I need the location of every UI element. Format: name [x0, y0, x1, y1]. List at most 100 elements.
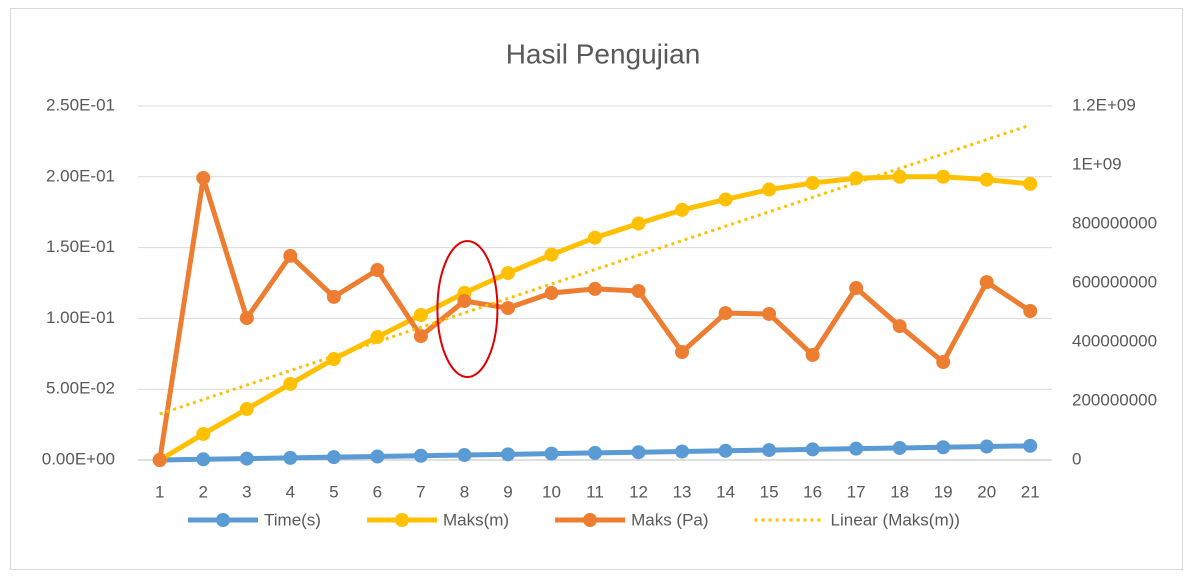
- legend-marker: [216, 513, 230, 527]
- marker: [849, 281, 864, 296]
- x-tick-label: 21: [1021, 482, 1040, 501]
- x-tick-label: 5: [329, 482, 338, 501]
- marker: [675, 202, 690, 217]
- highlight-ellipse: [436, 240, 499, 378]
- marker: [370, 263, 385, 278]
- marker: [979, 172, 994, 187]
- marker: [588, 281, 602, 296]
- marker: [805, 176, 820, 191]
- marker: [413, 329, 428, 344]
- marker: [892, 319, 907, 334]
- marker: [283, 248, 298, 263]
- x-tick-label: 6: [373, 482, 382, 501]
- marker: [326, 352, 341, 367]
- legend-marker: [394, 513, 409, 527]
- y-tick-label: 2.50E-01: [46, 95, 115, 114]
- marker: [544, 446, 559, 461]
- marker: [588, 230, 602, 245]
- marker: [152, 453, 167, 467]
- x-tick-label: 2: [199, 482, 208, 501]
- marker: [631, 283, 646, 298]
- marker: [1023, 304, 1038, 319]
- legend-marker: [583, 513, 598, 527]
- x-tick-label: 16: [803, 482, 822, 501]
- marker: [457, 448, 472, 463]
- y2-tick-label: 1E+09: [1072, 154, 1122, 173]
- marker: [762, 306, 777, 321]
- x-tick-label: 17: [847, 482, 866, 501]
- marker: [892, 440, 907, 455]
- marker: [196, 426, 211, 441]
- marker: [500, 301, 515, 316]
- x-tick-label: 18: [890, 482, 909, 501]
- marker: [631, 216, 646, 231]
- y2-tick-label: 1.2E+09: [1072, 95, 1136, 114]
- marker: [936, 355, 951, 370]
- x-tick-label: 13: [673, 482, 692, 501]
- marker: [500, 447, 515, 462]
- legend-label: Maks(m): [443, 510, 509, 529]
- x-tick-label: 11: [586, 482, 604, 501]
- marker: [1023, 176, 1038, 191]
- marker: [196, 170, 211, 185]
- marker: [631, 445, 646, 460]
- marker: [500, 266, 515, 281]
- marker: [936, 169, 951, 184]
- marker: [239, 402, 254, 417]
- marker: [718, 443, 733, 458]
- marker: [675, 444, 690, 459]
- legend-label: Maks (Pa): [631, 510, 708, 529]
- marker: [1023, 438, 1038, 453]
- marker: [457, 293, 472, 308]
- y-tick-label: 0.00E+00: [42, 449, 115, 468]
- marker: [326, 450, 341, 465]
- marker: [892, 169, 907, 184]
- legend-label: Time(s): [264, 510, 321, 529]
- marker: [326, 289, 341, 304]
- marker: [979, 275, 994, 290]
- marker: [413, 448, 428, 463]
- y-tick-label: 1.50E-01: [46, 237, 115, 256]
- marker: [979, 439, 994, 454]
- marker: [805, 442, 820, 457]
- marker: [370, 449, 385, 464]
- marker: [544, 247, 559, 262]
- marker: [805, 347, 820, 362]
- x-tick-label: 1: [155, 482, 164, 501]
- marker: [413, 308, 428, 323]
- y2-tick-label: 600000000: [1072, 272, 1157, 291]
- x-tick-label: 3: [242, 482, 251, 501]
- y-tick-label: 1.00E-01: [46, 308, 115, 327]
- marker: [283, 450, 298, 465]
- chart-title: Hasil Pengujian: [506, 38, 701, 69]
- marker: [675, 345, 690, 360]
- y2-tick-label: 0: [1072, 449, 1081, 468]
- x-tick-label: 4: [286, 482, 295, 501]
- x-tick-label: 19: [934, 482, 953, 501]
- legend-label: Linear (Maks(m)): [831, 510, 960, 529]
- y2-tick-label: 200000000: [1072, 390, 1157, 409]
- x-tick-label: 8: [460, 482, 469, 501]
- marker: [239, 451, 254, 466]
- y-tick-label: 2.00E-01: [46, 166, 115, 185]
- marker: [588, 445, 602, 460]
- x-tick-label: 7: [416, 482, 425, 501]
- x-tick-label: 14: [716, 482, 735, 501]
- marker: [718, 306, 733, 321]
- marker: [936, 440, 951, 455]
- marker: [196, 452, 211, 467]
- marker: [239, 311, 254, 326]
- marker: [718, 192, 733, 207]
- y2-tick-label: 400000000: [1072, 331, 1157, 350]
- y2-tick-label: 800000000: [1072, 213, 1157, 232]
- marker: [762, 182, 777, 197]
- marker: [283, 376, 298, 391]
- trendline: [159, 123, 1031, 416]
- x-tick-label: 10: [542, 482, 561, 501]
- x-tick-label: 9: [503, 482, 512, 501]
- x-tick-label: 20: [977, 482, 996, 501]
- x-tick-label: 15: [760, 482, 779, 501]
- marker: [544, 286, 559, 301]
- y-tick-label: 5.00E-02: [46, 379, 115, 398]
